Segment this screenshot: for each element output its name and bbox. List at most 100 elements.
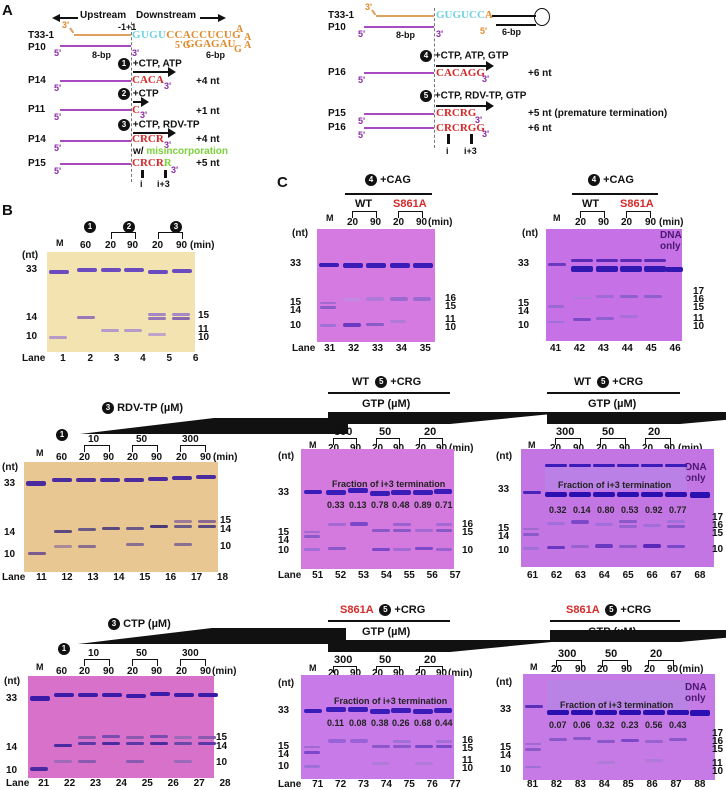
gel-label: 20	[127, 452, 139, 463]
annotation-text: 2	[123, 218, 135, 236]
gel-band	[413, 709, 433, 714]
fraction-value: 0.14	[573, 505, 591, 515]
gel-band	[413, 490, 433, 495]
gel-label: 10	[6, 765, 18, 776]
annotation-text	[492, 15, 536, 17]
gel-label: 33	[278, 705, 290, 716]
text-span: +CTP, ATP	[132, 58, 182, 70]
gel-label: 90	[436, 668, 448, 679]
header-rule	[550, 620, 680, 622]
gel-label: 90	[393, 668, 405, 679]
gel-label: 10	[500, 764, 512, 775]
gel-band	[573, 297, 591, 299]
fraction-value: 0.38	[371, 718, 389, 728]
text-span: 75	[403, 779, 415, 790]
primer-strand	[364, 72, 434, 74]
fraction-value: 0.32	[597, 720, 615, 730]
text-span: Lane	[22, 353, 46, 364]
gel-label: (nt)	[292, 228, 309, 239]
text-span: 28	[219, 778, 231, 789]
gel-band	[644, 295, 662, 298]
gel-band	[124, 329, 142, 332]
gel-band	[319, 263, 339, 267]
gel-label: 90	[370, 217, 382, 228]
fraction-value: 0.56	[645, 720, 663, 730]
gel-label: 14	[4, 527, 16, 538]
gel-label: S861A	[393, 198, 427, 210]
gel-label: 10	[278, 761, 290, 772]
text-span: 24	[115, 778, 127, 789]
gel-label: 16	[712, 736, 724, 747]
gel-band	[372, 529, 390, 532]
gel-band	[126, 543, 144, 546]
gel-band	[78, 693, 98, 697]
gel-band	[174, 693, 194, 697]
step-number-icon: 4	[420, 50, 432, 62]
gel-band	[304, 548, 320, 551]
annotation-text: CRCRG	[436, 107, 477, 119]
text-span: +CAG	[603, 174, 634, 186]
gel-band	[54, 693, 74, 697]
gel-band	[26, 481, 46, 486]
gel-band	[304, 765, 320, 768]
gel-label: 10	[88, 434, 100, 445]
fraction-value: 0.32	[549, 505, 567, 515]
annotation-text: A	[244, 40, 252, 51]
gel-band	[596, 266, 618, 272]
gel-label: (nt)	[278, 451, 295, 462]
gel-label: (nt)	[4, 676, 21, 687]
gel-band	[644, 259, 666, 262]
gel-label: 33	[278, 487, 290, 498]
annotation-text: CRCRGG	[436, 122, 485, 134]
text-span: Lane	[292, 343, 316, 354]
position-tick	[164, 170, 167, 178]
fraction-value: 0.11	[327, 718, 345, 728]
gel-label: 90	[103, 452, 115, 463]
gel-band	[391, 708, 411, 713]
gel-label: 90	[667, 664, 679, 675]
gel-label: 10	[462, 545, 474, 556]
time-bracket	[333, 666, 357, 673]
gel-band	[596, 295, 614, 298]
annotation-text: P10	[328, 22, 346, 33]
gel-band	[619, 545, 637, 548]
gel-band	[326, 490, 346, 495]
text-span: GUGU	[132, 29, 167, 41]
gel-band	[523, 533, 539, 536]
position-tick	[447, 134, 450, 144]
text-span: 76	[426, 779, 438, 790]
text-span: 16	[165, 572, 177, 583]
gel-label: 20	[79, 452, 91, 463]
gel-label: (nt)	[496, 451, 513, 462]
gel-label: 20	[644, 664, 656, 675]
gel-band	[523, 491, 541, 494]
gel-label: M	[326, 213, 334, 223]
gel-band	[148, 317, 166, 320]
text-span: +CTP, RDV-TP, GTP	[434, 90, 527, 102]
gel-band	[343, 298, 361, 301]
gel-label: 20	[575, 217, 587, 228]
gel-band	[571, 520, 589, 524]
gel-label: 10	[498, 545, 510, 556]
gel-band	[49, 270, 69, 274]
fraction-value: 0.77	[669, 505, 687, 515]
annotation-text: GTP (µM)	[588, 626, 637, 638]
fraction-value: 0.78	[371, 500, 389, 510]
gel-band	[415, 547, 433, 550]
text-span: 26	[167, 778, 179, 789]
gel-label: 10	[198, 332, 210, 343]
gel-label: 14	[278, 749, 290, 760]
gel-band	[390, 297, 408, 301]
gel-label: (nt)	[278, 678, 295, 689]
gel-label: 20	[372, 668, 384, 679]
fraction-value: 0.68	[414, 718, 432, 728]
gel-label: 300	[556, 426, 575, 438]
fraction-value: 0.23	[621, 720, 639, 730]
gel-band	[596, 259, 618, 262]
gel-band	[667, 710, 689, 715]
gel-label: 14	[6, 742, 18, 753]
text-span: 14	[113, 572, 125, 583]
gel-band	[348, 707, 368, 712]
gel-label: M	[530, 662, 538, 672]
step-number-icon: 1	[56, 428, 68, 441]
